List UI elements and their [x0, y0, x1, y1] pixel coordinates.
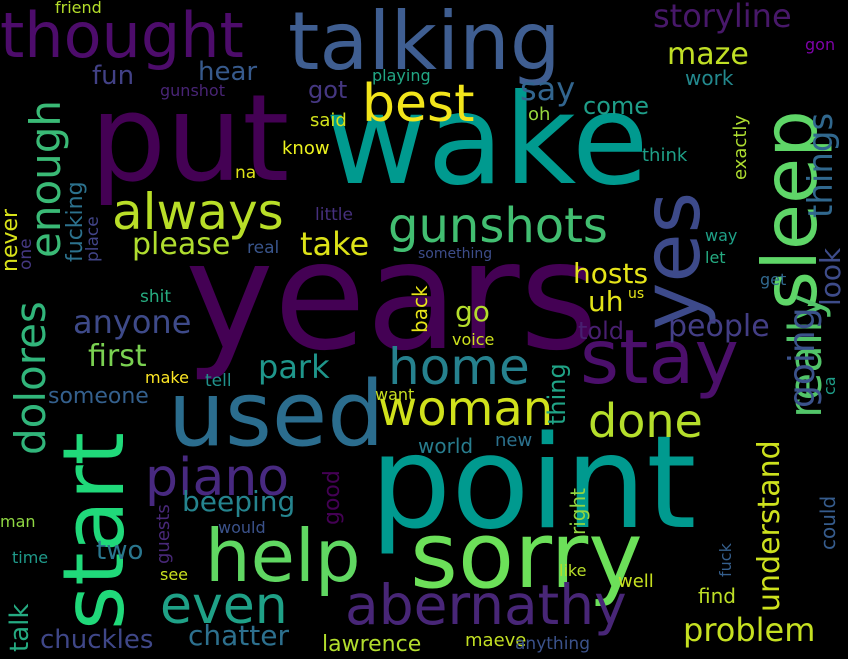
word-let: let	[705, 248, 726, 267]
word-could: could	[816, 495, 840, 550]
word-even: even	[160, 576, 288, 636]
word-back: back	[408, 285, 432, 333]
word-gunshots: gunshots	[388, 198, 608, 254]
word-anything: anything	[515, 634, 590, 654]
word-someone: someone	[48, 384, 149, 409]
word-done: done	[588, 394, 703, 448]
word-go: go	[455, 295, 490, 328]
word-new: new	[495, 430, 533, 451]
word-piano: piano	[145, 448, 290, 508]
word-well: well	[618, 571, 654, 592]
word-home: home	[388, 338, 530, 396]
word-stay: stay	[580, 313, 739, 401]
word-fuck: fuck	[716, 543, 735, 577]
word-park: park	[258, 348, 330, 386]
word-two: two	[96, 536, 144, 566]
word-say: say	[520, 70, 576, 108]
word-maeve: maeve	[465, 630, 527, 651]
word-place: place	[83, 216, 103, 262]
word-get: get	[760, 270, 787, 289]
word-abernathy: abernathy	[345, 573, 627, 637]
word-things: things	[801, 112, 841, 218]
word-dolores: dolores	[6, 301, 55, 455]
word-got: got	[308, 76, 348, 104]
word-first: first	[88, 339, 147, 374]
word-always: always	[112, 183, 284, 241]
word-best: best	[362, 74, 475, 134]
word-anyone: anyone	[73, 303, 192, 341]
word-going: going	[782, 307, 823, 408]
word-voice: voice	[452, 330, 495, 349]
word-work: work	[685, 66, 734, 90]
word-make: make	[145, 368, 189, 387]
word-used: used	[168, 362, 385, 467]
word-said: said	[310, 110, 347, 131]
word-want: want	[375, 385, 415, 404]
word-playing: playing	[372, 66, 431, 85]
word-hosts: hosts	[573, 257, 649, 290]
word-start: start	[45, 432, 144, 630]
word-years: years	[185, 210, 598, 384]
word-chatter: chatter	[188, 619, 289, 652]
word-people: people	[668, 309, 770, 344]
word-come: come	[583, 92, 650, 120]
word-guests: guests	[153, 504, 174, 564]
word-wake: wake	[325, 68, 649, 213]
word-right: right	[566, 488, 590, 535]
word-one: one	[16, 238, 36, 270]
word-would: would	[218, 518, 266, 537]
word-world: world	[418, 434, 474, 458]
word-thing: thing	[543, 363, 571, 425]
word-lawrence: lawrence	[322, 632, 422, 657]
word-woman: woman	[378, 381, 554, 437]
word-talking: talking	[288, 0, 561, 88]
word-like: like	[559, 561, 587, 580]
word-hear: hear	[198, 57, 258, 87]
word-problem: problem	[683, 611, 816, 649]
word-thought: thought	[0, 0, 244, 72]
word-exactly: exactly	[730, 114, 751, 180]
word-enough: enough	[21, 99, 70, 258]
word-maze: maze	[667, 37, 749, 72]
word-look: look	[814, 247, 847, 306]
word-way: way	[705, 226, 738, 245]
word-shit: shit	[140, 287, 172, 307]
word-na: na	[235, 163, 257, 183]
word-time: time	[12, 548, 49, 567]
word-ca: ca	[820, 376, 839, 395]
word-good: good	[320, 470, 345, 525]
word-please: please	[132, 227, 231, 262]
word-friend: friend	[55, 0, 102, 17]
word-help: help	[205, 514, 361, 598]
word-fun: fun	[92, 61, 135, 91]
word-take: take	[300, 225, 370, 263]
word-know: know	[282, 138, 330, 159]
word-beeping: beeping	[182, 485, 296, 518]
word-told: told	[578, 317, 624, 345]
word-chuckles: chuckles	[40, 625, 154, 655]
word-uh: uh	[588, 285, 624, 318]
word-see: see	[160, 565, 189, 584]
word-oh: oh	[528, 104, 551, 125]
word-little: little	[315, 205, 353, 225]
word-think: think	[642, 145, 688, 166]
word-talk: talk	[5, 603, 35, 652]
word-real: real	[247, 238, 280, 258]
word-gunshot: gunshot	[160, 81, 225, 100]
word-understand: understand	[752, 440, 787, 612]
word-point: point	[370, 409, 697, 558]
word-man: man	[0, 512, 36, 531]
word-sorry: sorry	[410, 502, 643, 609]
word-find: find	[698, 584, 736, 608]
word-storyline: storyline	[653, 0, 792, 35]
word-us: us	[628, 286, 645, 302]
word-something: something	[418, 246, 493, 262]
word-gon: gon	[805, 35, 836, 54]
word-tell: tell	[205, 371, 232, 391]
word-put: put	[90, 70, 290, 209]
